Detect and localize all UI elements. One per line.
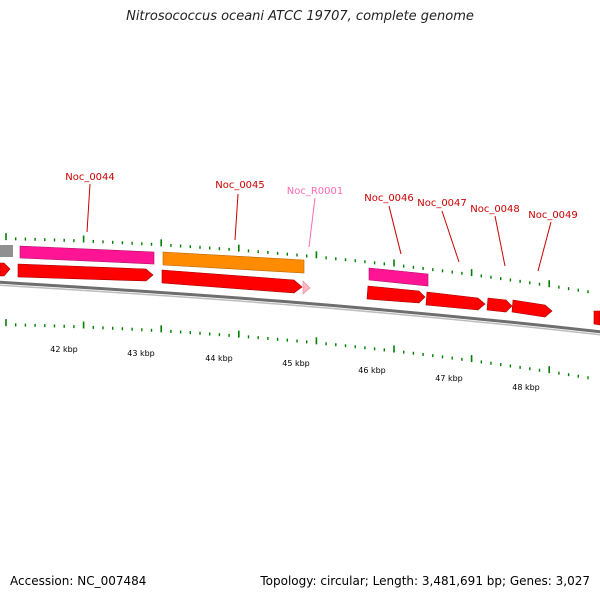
cds-arrow[interactable] <box>593 310 600 326</box>
accession-text: Accession: NC_007484 <box>10 574 147 588</box>
inner-tick-row <box>5 319 589 380</box>
gene-label-noc-0048: Noc_0048 <box>470 204 520 215</box>
cds-arrow[interactable] <box>0 262 11 277</box>
kbp-label-47: 47 kbp <box>435 374 463 383</box>
feature-noc-0046[interactable] <box>368 267 429 287</box>
feature-noc-0045[interactable] <box>162 251 305 274</box>
label-leader-lines <box>86 183 552 272</box>
cds-arrow[interactable] <box>366 285 426 304</box>
cds-arrow[interactable] <box>425 291 486 311</box>
kbp-label-48: 48 kbp <box>512 383 540 392</box>
gene-label-noc-0045: Noc_0045 <box>215 180 265 191</box>
gene-label-noc-0047: Noc_0047 <box>417 198 467 209</box>
cds-arrow[interactable] <box>17 263 154 282</box>
gene-label-noc-r0001: Noc_R0001 <box>287 186 344 197</box>
kbp-label-43: 43 kbp <box>127 349 155 358</box>
kbp-label-45: 45 kbp <box>282 359 310 368</box>
cds-arrow[interactable] <box>161 269 303 294</box>
cds-arrow[interactable] <box>486 297 513 313</box>
genome-backbone <box>0 280 600 334</box>
gene-label-noc-0049: Noc_0049 <box>528 210 578 221</box>
genome-backbone-shadow <box>0 284 600 336</box>
feature-noc-0044[interactable] <box>19 245 155 265</box>
genome-summary-text: Topology: circular; Length: 3,481,691 bp… <box>260 574 590 588</box>
cds-arrow[interactable] <box>511 299 553 318</box>
gene-label-noc-0044: Noc_0044 <box>65 172 115 183</box>
kbp-label-46: 46 kbp <box>358 366 386 375</box>
kbp-label-42: 42 kbp <box>50 345 78 354</box>
gene-label-noc-0046: Noc_0046 <box>364 193 414 204</box>
outer-tick-row <box>5 233 589 294</box>
kbp-label-44: 44 kbp <box>205 354 233 363</box>
grey-feature <box>0 245 13 257</box>
map-title: Nitrosococcus oceani ATCC 19707, complet… <box>126 9 474 24</box>
rna-arrow[interactable] <box>302 280 311 295</box>
